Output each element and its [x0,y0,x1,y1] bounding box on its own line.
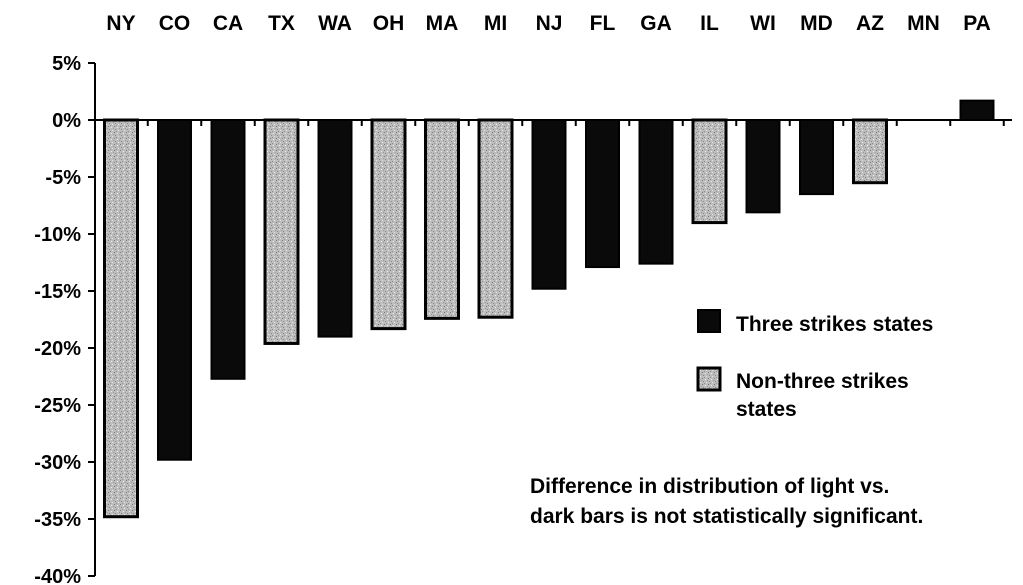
category-label-ny: NY [106,12,135,35]
category-label-pa: PA [963,12,991,35]
bar-pa [959,99,995,122]
note-line-2: dark bars is not statistically significa… [530,505,923,528]
bar-md [799,119,834,196]
category-label-co: CO [159,12,191,35]
bar-il [691,118,728,225]
y-tick-label: -5% [45,167,81,189]
legend-label-non-three-strikes-line2: states [736,398,797,421]
bar-wi [745,119,781,214]
bar-ga [638,119,674,265]
bar-nj [531,119,567,290]
legend-label-three-strikes: Three strikes states [736,313,933,336]
y-tick-label: -10% [34,224,81,246]
category-label-wa: WA [318,12,352,35]
bar-az [852,118,888,185]
bar-ca [210,119,246,380]
category-label-mn: MN [907,12,940,35]
legend: Three strikes states Non-three strikes s… [696,309,933,421]
category-label-az: AZ [856,12,884,35]
category-label-il: IL [700,12,719,35]
bar-mi [477,118,514,319]
y-tick-label: -35% [34,509,81,531]
y-tick-label: -15% [34,281,81,303]
bar-fl [585,119,620,269]
y-tick-label: 5% [52,53,81,75]
bar-oh [370,118,407,331]
category-label-mi: MI [484,12,507,35]
bar-co [157,119,192,461]
y-tick-label: 0% [52,110,81,132]
y-tick-label: -25% [34,395,81,417]
category-label-ca: CA [213,12,243,35]
bar-ny [103,118,139,519]
bar-wa [317,119,353,338]
bar-tx [263,118,300,345]
category-label-ma: MA [426,12,459,35]
bar-ma [424,118,460,320]
significance-note: Difference in distribution of light vs. … [530,475,923,528]
y-tick-label: -20% [34,338,81,360]
plot-area: 5% 0% -5% -10% -15% -20% -25% -30% -35% -40% NY CO C… [34,12,1012,585]
legend-label-non-three-strikes-line1: Non-three strikes [736,370,909,393]
category-label-wi: WI [750,12,776,35]
category-label-nj: NJ [536,12,563,35]
y-tick-label: -30% [34,452,81,474]
legend-swatch-non-three-strikes [696,366,722,392]
category-label-oh: OH [373,12,405,35]
note-line-1: Difference in distribution of light vs. [530,475,889,498]
legend-swatch-three-strikes [697,309,721,333]
category-label-tx: TX [268,12,295,35]
category-label-md: MD [800,12,833,35]
category-label-ga: GA [640,12,672,35]
y-tick-label: -40% [34,566,81,585]
category-label-fl: FL [590,12,616,35]
